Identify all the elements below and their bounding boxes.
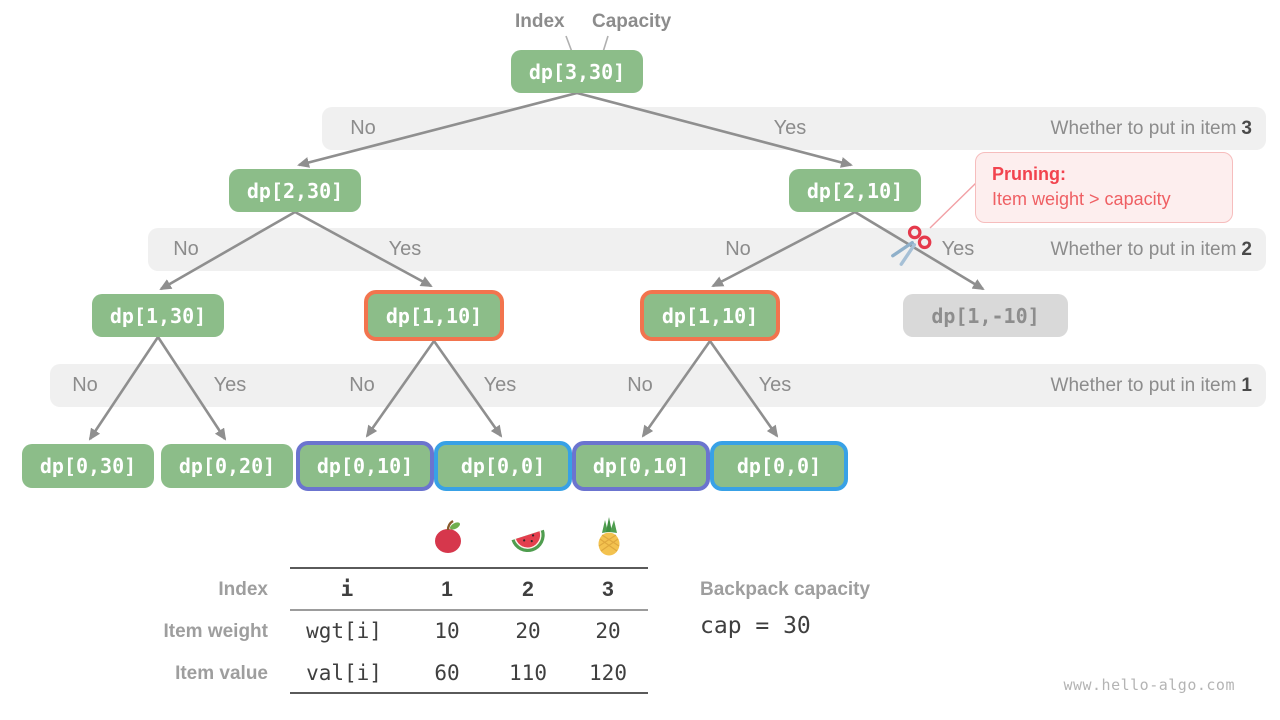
choice-yes: Yes xyxy=(483,374,517,396)
band-question-item-2: Whether to put in item 2 xyxy=(1050,239,1252,260)
pruning-pointer-line xyxy=(929,181,978,229)
decision-band-item-2: No Yes No Yes Whether to put in item 2 xyxy=(148,228,1266,271)
decision-band-item-3: No Yes Whether to put in item 3 xyxy=(322,107,1266,150)
table-cell: 2 xyxy=(522,578,534,601)
dp-node-0-10-right: dp[0,10] xyxy=(572,441,710,491)
table-cell: wgt[i] xyxy=(306,619,382,643)
dp-node-1-10-left: dp[1,10] xyxy=(364,290,504,341)
choice-yes: Yes xyxy=(941,238,975,260)
band-question-item-1: Whether to put in item 1 xyxy=(1050,375,1252,396)
watermark: www.hello-algo.com xyxy=(1063,676,1235,694)
choice-yes: Yes xyxy=(773,117,807,139)
choice-no: No xyxy=(627,374,653,396)
choice-yes: Yes xyxy=(388,238,422,260)
table-cell: 20 xyxy=(595,619,621,643)
dp-node-0-30: dp[0,30] xyxy=(22,444,154,488)
pineapple-icon xyxy=(598,517,620,556)
table-cell: i xyxy=(340,577,354,601)
table-rule-bottom xyxy=(290,692,648,694)
dp-node-0-20: dp[0,20] xyxy=(161,444,293,488)
table-cell: 60 xyxy=(434,661,460,685)
choice-yes: Yes xyxy=(758,374,792,396)
dp-node-2-10: dp[2,10] xyxy=(789,169,921,212)
dp-node-0-0-left: dp[0,0] xyxy=(434,441,572,491)
dp-node-3-30: dp[3,30] xyxy=(511,50,643,93)
table-cell: 120 xyxy=(589,661,627,685)
pruning-description: Item weight > capacity xyxy=(992,189,1171,209)
table-row-label-value: Item value xyxy=(175,663,268,684)
table-row-label-weight: Item weight xyxy=(163,621,268,642)
table-cell: 1 xyxy=(441,578,453,601)
table-cell: 20 xyxy=(515,619,541,643)
dp-node-1-neg10-pruned: dp[1,-10] xyxy=(903,294,1068,337)
choice-yes: Yes xyxy=(213,374,247,396)
choice-no: No xyxy=(173,238,199,260)
choice-no: No xyxy=(350,117,376,139)
pointer-lines xyxy=(565,35,609,53)
capacity-pointer-label: Capacity xyxy=(592,11,672,32)
choice-no: No xyxy=(72,374,98,396)
dp-node-2-30: dp[2,30] xyxy=(229,169,361,212)
dp-node-1-30: dp[1,30] xyxy=(92,294,224,337)
pruning-callout: Pruning: Item weight > capacity xyxy=(975,152,1233,223)
dp-node-1-10-right: dp[1,10] xyxy=(640,290,780,341)
dp-node-0-10-left: dp[0,10] xyxy=(296,441,434,491)
choice-no: No xyxy=(725,238,751,260)
index-pointer-label: Index xyxy=(515,11,565,32)
table-cell: 110 xyxy=(509,661,547,685)
scissors-icon xyxy=(891,225,932,266)
pruning-title: Pruning xyxy=(992,164,1060,184)
dp-node-0-0-right: dp[0,0] xyxy=(710,441,848,491)
table-rule-top xyxy=(290,567,648,569)
backpack-capacity-value: cap = 30 xyxy=(700,613,811,639)
backpack-capacity-label: Backpack capacity xyxy=(700,579,871,600)
table-row-label-index: Index xyxy=(218,579,268,600)
table-cell: val[i] xyxy=(306,661,382,685)
watermelon-icon xyxy=(511,529,545,552)
table-rule-middle xyxy=(290,609,648,611)
table-cell: 3 xyxy=(602,578,614,601)
band-question-item-3: Whether to put in item 3 xyxy=(1050,118,1252,139)
decision-band-item-1: No Yes No Yes No Yes Whether to put in i… xyxy=(50,364,1266,407)
table-cell: 10 xyxy=(434,619,460,643)
apple-icon xyxy=(435,519,461,553)
choice-no: No xyxy=(349,374,375,396)
